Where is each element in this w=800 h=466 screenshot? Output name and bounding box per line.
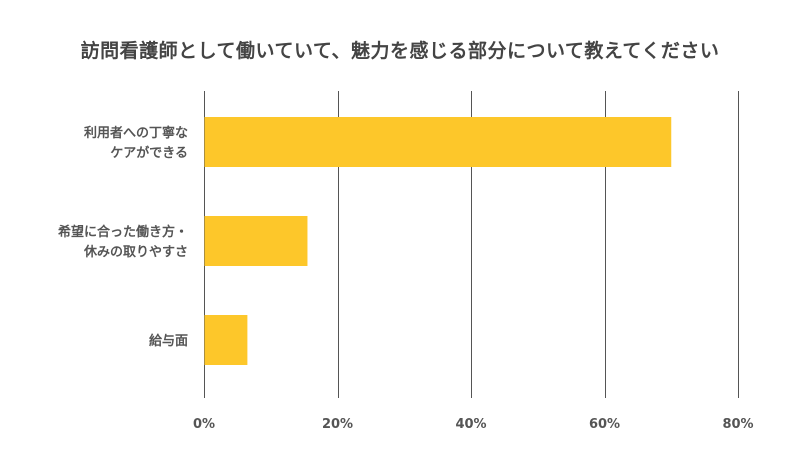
tick-label-layer: 0% 20% 40% 60% 80% — [193, 417, 754, 432]
x-tick-label-80: 80% — [722, 417, 753, 432]
category-label-1-line-1: 休みの取りやすさ — [83, 244, 188, 260]
chart-title: 訪問看護師として働いていて、魅力を感じる部分について教えてください — [80, 40, 720, 62]
x-tick-label-20: 20% — [322, 417, 353, 432]
bar-2 — [204, 315, 248, 365]
x-tick-label-40: 40% — [455, 417, 486, 432]
category-label-0-line-1: ケアができる — [110, 145, 188, 161]
category-label-2-line-0: 給与面 — [149, 333, 188, 349]
bar-0 — [204, 117, 672, 167]
x-tick-label-60: 60% — [589, 417, 620, 432]
category-label-1-line-0: 希望に合った働き方・ — [58, 224, 188, 240]
x-tick-label-0: 0% — [193, 417, 215, 432]
bar-1 — [204, 216, 308, 266]
bar-layer — [204, 117, 672, 365]
category-label-0-line-0: 利用者への丁寧な — [84, 125, 188, 141]
